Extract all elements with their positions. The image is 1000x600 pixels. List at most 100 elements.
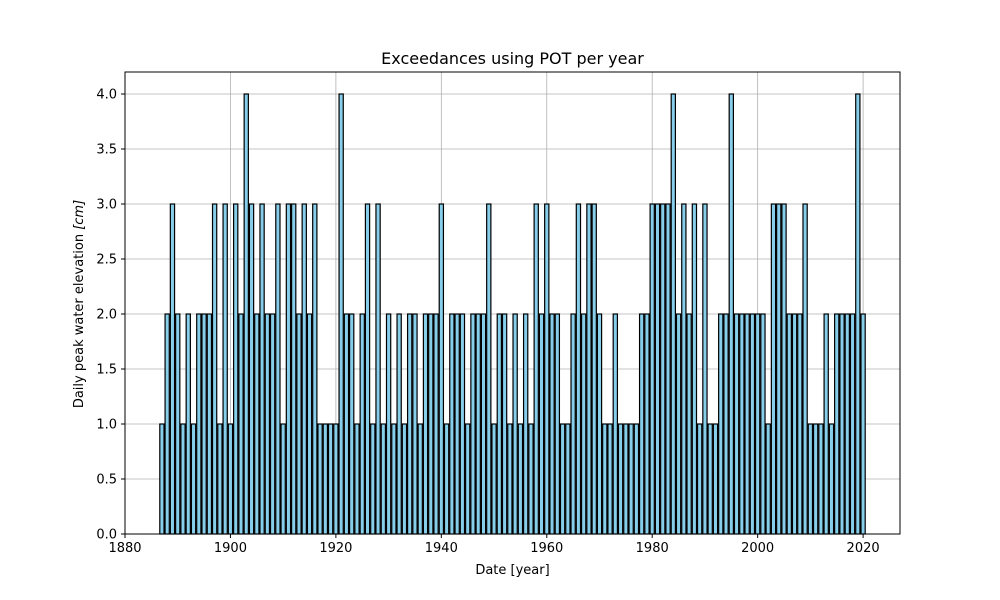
bar — [211, 203, 218, 535]
x-tick-label: 1920 — [319, 541, 352, 556]
bar — [196, 313, 202, 535]
bar — [501, 313, 508, 535]
bar — [480, 313, 487, 535]
bar — [248, 203, 255, 535]
bar — [238, 313, 244, 535]
bar — [507, 423, 513, 535]
bar — [459, 313, 466, 535]
bar — [406, 313, 413, 535]
y-axis-label-text: Daily peak water elevation — [72, 230, 87, 408]
bar — [217, 423, 223, 535]
bar — [190, 423, 197, 535]
bar — [633, 423, 640, 535]
bar — [422, 313, 429, 535]
bar — [839, 313, 845, 535]
bar — [285, 203, 292, 535]
bar — [164, 313, 170, 535]
bar — [348, 313, 355, 535]
bar — [728, 93, 735, 535]
bar — [686, 313, 692, 535]
bar — [638, 313, 645, 535]
bar — [696, 423, 703, 535]
bar — [776, 203, 782, 535]
bar — [385, 313, 392, 535]
bar — [565, 423, 571, 535]
bar — [254, 313, 260, 535]
y-tick-label: 0.0 — [96, 528, 117, 543]
bar — [802, 203, 808, 535]
y-axis-label-unit: [cm] — [72, 200, 87, 230]
bar — [718, 313, 724, 535]
bar — [770, 203, 777, 535]
bar — [317, 423, 323, 535]
bar — [243, 93, 249, 535]
bar — [617, 423, 624, 535]
bar — [723, 313, 729, 535]
bar — [428, 313, 434, 535]
bar — [765, 423, 771, 535]
bar — [206, 313, 213, 535]
bar — [828, 423, 835, 535]
x-tick-label: 1940 — [425, 541, 458, 556]
bar — [391, 423, 397, 535]
chart-title: Exceedances using POT per year — [381, 49, 644, 68]
bar — [554, 313, 561, 535]
bar — [370, 423, 376, 535]
bar — [670, 93, 677, 535]
bar — [522, 313, 529, 535]
bar — [812, 423, 819, 535]
bar — [227, 423, 234, 535]
bar — [818, 423, 824, 535]
bar — [180, 423, 186, 535]
bar — [681, 203, 687, 535]
x-tick-label: 2020 — [847, 541, 880, 556]
bar — [570, 313, 576, 535]
bar — [623, 423, 629, 535]
y-tick-label: 1.0 — [96, 418, 117, 433]
bar — [364, 203, 371, 535]
bar — [491, 423, 497, 535]
bar — [644, 313, 650, 535]
bar — [175, 313, 181, 535]
y-tick-label: 3.0 — [96, 198, 117, 213]
bar — [306, 313, 313, 535]
bar — [412, 313, 418, 535]
bar — [375, 203, 381, 535]
bar — [269, 313, 276, 535]
bar — [807, 423, 814, 535]
bar — [354, 423, 360, 535]
bar — [443, 423, 450, 535]
bar — [754, 313, 761, 535]
bar — [855, 93, 861, 535]
bar — [259, 203, 265, 535]
bar — [538, 313, 545, 535]
bar — [844, 313, 850, 535]
bar — [496, 313, 503, 535]
bar — [327, 423, 334, 535]
bar — [301, 203, 307, 535]
bar — [486, 203, 492, 535]
bar — [612, 313, 619, 535]
bar — [649, 203, 655, 535]
bar — [675, 313, 682, 535]
bar — [665, 203, 671, 535]
bar — [712, 423, 719, 535]
bar — [185, 313, 191, 535]
y-tick-label: 1.5 — [96, 363, 117, 378]
bar — [280, 423, 286, 535]
bar — [396, 313, 402, 535]
y-tick-label: 2.0 — [96, 308, 117, 323]
bar — [333, 423, 339, 535]
bar — [559, 423, 566, 535]
bar — [549, 313, 555, 535]
bar — [233, 203, 239, 535]
bar — [169, 203, 176, 535]
bar — [290, 203, 297, 535]
bar — [580, 313, 587, 535]
bar — [322, 423, 329, 535]
bar — [596, 313, 603, 535]
bar — [702, 203, 708, 535]
bar — [512, 313, 518, 535]
bar — [860, 313, 866, 535]
